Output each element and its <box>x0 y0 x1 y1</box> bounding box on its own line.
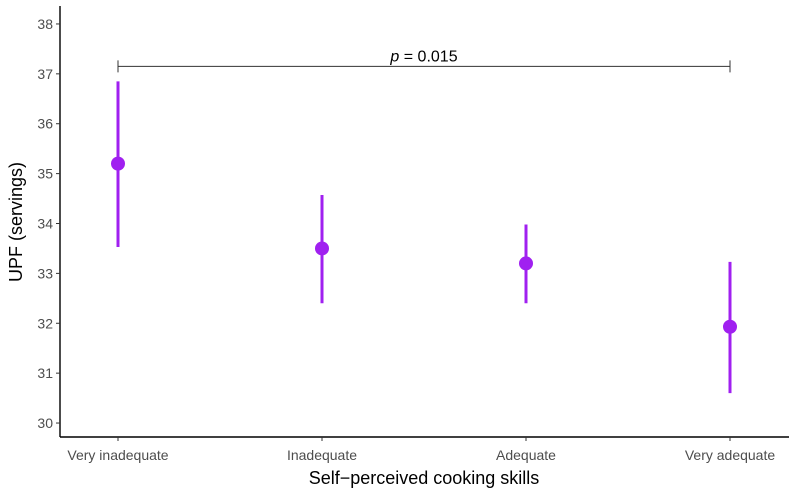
y-tick-label: 35 <box>37 166 53 182</box>
x-tick-label: Inadequate <box>287 447 357 463</box>
p-symbol: p <box>389 48 399 65</box>
data-point <box>111 156 125 171</box>
x-tick-label: Very inadequate <box>67 447 168 463</box>
data-point <box>519 256 533 271</box>
y-axis: 30 31 32 33 34 35 36 37 38 <box>37 6 61 437</box>
y-axis-title: UPF (servings) <box>6 162 26 282</box>
p-value-text: = 0.015 <box>399 48 457 65</box>
p-value-label: p = 0.015 <box>389 48 457 65</box>
y-tick-label: 38 <box>37 16 53 32</box>
x-axis-title: Self−perceived cooking skills <box>309 468 540 488</box>
data-point <box>315 241 329 256</box>
y-tick-label: 37 <box>37 66 53 82</box>
x-axis: Very inadequate Inadequate Adequate Very ad… <box>60 436 789 463</box>
x-tick-label: Adequate <box>496 447 556 463</box>
y-tick-label: 31 <box>37 365 53 381</box>
significance-annotation: p = 0.015 <box>117 48 731 73</box>
data-point <box>723 319 737 334</box>
y-tick-label: 36 <box>37 116 53 132</box>
y-tick-label: 33 <box>37 265 53 281</box>
x-tick-label: Very adequate <box>685 447 776 463</box>
data-marks <box>111 81 737 394</box>
y-tick-label: 34 <box>37 215 53 231</box>
y-tick-label: 32 <box>37 315 53 331</box>
y-tick-label: 30 <box>37 415 53 431</box>
